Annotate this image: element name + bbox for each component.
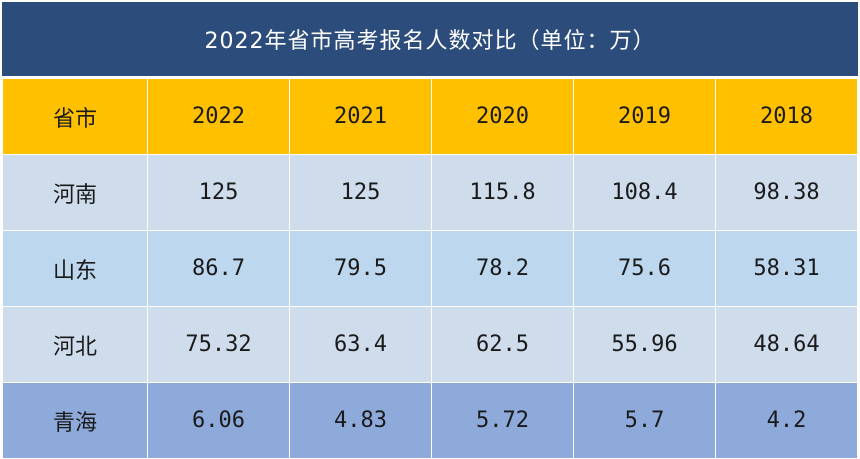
header-year-2019: 2019 [573, 78, 716, 155]
header-year-2018: 2018 [715, 78, 858, 155]
table-title: 2022年省市高考报名人数对比（单位：万） [2, 2, 858, 76]
province-cell: 山东 [2, 230, 148, 307]
value-cell: 5.7 [573, 382, 716, 459]
value-cell: 63.4 [289, 306, 432, 383]
value-cell: 4.2 [715, 382, 858, 459]
header-year-2021: 2021 [289, 78, 432, 155]
header-province: 省市 [2, 78, 148, 155]
value-cell: 4.83 [289, 382, 432, 459]
value-cell: 78.2 [431, 230, 574, 307]
header-row: 省市 2022 2021 2020 2019 2018 [2, 78, 858, 155]
province-cell: 河北 [2, 306, 148, 383]
value-cell: 62.5 [431, 306, 574, 383]
value-cell: 108.4 [573, 154, 716, 231]
table-row: 山东 86.7 79.5 78.2 75.6 58.31 [2, 230, 858, 307]
value-cell: 6.06 [147, 382, 290, 459]
province-cell: 青海 [2, 382, 148, 459]
value-cell: 75.6 [573, 230, 716, 307]
header-year-2022: 2022 [147, 78, 290, 155]
value-cell: 125 [289, 154, 432, 231]
table-row: 河南 125 125 115.8 108.4 98.38 [2, 154, 858, 231]
header-year-2020: 2020 [431, 78, 574, 155]
table-row: 青海 6.06 4.83 5.72 5.7 4.2 [2, 382, 858, 459]
value-cell: 98.38 [715, 154, 858, 231]
value-cell: 55.96 [573, 306, 716, 383]
province-cell: 河南 [2, 154, 148, 231]
value-cell: 79.5 [289, 230, 432, 307]
value-cell: 48.64 [715, 306, 858, 383]
value-cell: 58.31 [715, 230, 858, 307]
value-cell: 86.7 [147, 230, 290, 307]
table-row: 河北 75.32 63.4 62.5 55.96 48.64 [2, 306, 858, 383]
table-grid: 省市 2022 2021 2020 2019 2018 河南 125 125 1… [2, 78, 858, 459]
value-cell: 115.8 [431, 154, 574, 231]
value-cell: 125 [147, 154, 290, 231]
value-cell: 5.72 [431, 382, 574, 459]
value-cell: 75.32 [147, 306, 290, 383]
